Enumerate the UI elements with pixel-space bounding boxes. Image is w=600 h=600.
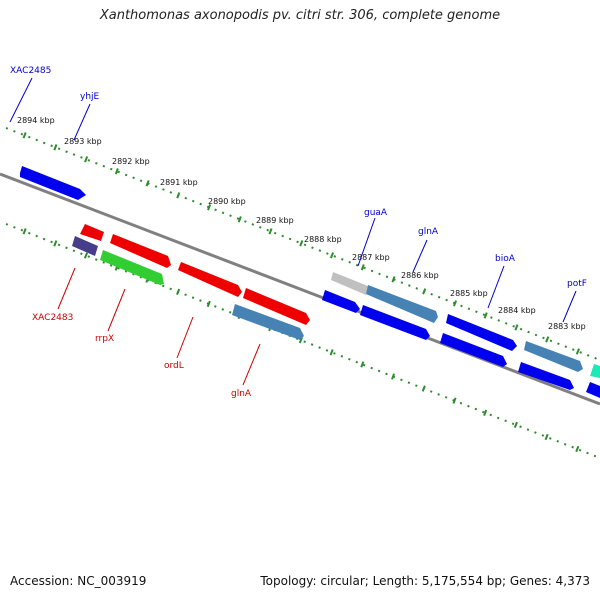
upper-major-tick xyxy=(360,264,365,271)
upper-major-tick xyxy=(514,324,519,331)
tick-labels: 2894 kbp 2893 kbp 2892 kbp 2891 kbp 2890… xyxy=(17,116,586,331)
tick-label-2890: 2890 kbp xyxy=(208,197,246,206)
leader-ordL xyxy=(176,316,194,359)
upper-major-tick xyxy=(84,156,89,163)
upper-tick-track xyxy=(5,127,600,361)
leader-rrpX xyxy=(107,288,126,332)
upper-major-tick xyxy=(237,216,242,223)
upper-major-tick xyxy=(422,288,427,295)
gene-xac2484[interactable] xyxy=(80,224,104,241)
lower-major-tick xyxy=(575,445,580,453)
leader-xac2485 xyxy=(9,77,33,123)
gene-reverse-blue-5[interactable] xyxy=(586,382,600,398)
lower-major-tick xyxy=(483,409,488,416)
tick-label-2889: 2889 kbp xyxy=(256,216,294,225)
tick-label-2893: 2893 kbp xyxy=(64,137,102,146)
genome-backbone xyxy=(0,172,600,406)
forward-label-leaders xyxy=(9,77,577,323)
accession-label: Accession: NC_003919 xyxy=(10,574,147,588)
upper-major-tick xyxy=(452,300,458,307)
gene-reverse-blue-1[interactable] xyxy=(322,290,360,313)
forward-genes xyxy=(20,166,600,378)
tick-label-2887: 2887 kbp xyxy=(352,253,390,262)
tick-label-2892: 2892 kbp xyxy=(112,157,150,166)
label-glnA-reverse[interactable]: glnA xyxy=(231,389,252,399)
upper-major-tick xyxy=(53,144,58,151)
lower-major-tick xyxy=(176,288,181,295)
gene-ordL[interactable] xyxy=(178,262,242,297)
upper-major-tick xyxy=(176,192,181,199)
gene-reverse-blue-3[interactable] xyxy=(440,333,507,367)
label-glnA-forward[interactable]: glnA xyxy=(418,227,439,237)
gene-xac2483[interactable] xyxy=(72,236,98,256)
tick-label-2885: 2885 kbp xyxy=(450,289,488,298)
leader-xac2483 xyxy=(57,267,76,310)
leader-glnA-reverse xyxy=(242,343,261,386)
label-ordL[interactable]: ordL xyxy=(164,361,184,371)
label-guaA[interactable]: guaA xyxy=(364,208,388,218)
gene-rrpX[interactable] xyxy=(100,250,164,285)
upper-major-tick xyxy=(391,276,396,283)
leader-guaA xyxy=(357,217,376,267)
forward-gene-labels: XAC2485 yhjE guaA glnA bioA potF xyxy=(10,66,587,289)
upper-major-tick xyxy=(145,180,150,187)
tick-label-2886: 2886 kbp xyxy=(401,271,439,280)
upper-major-tick xyxy=(545,336,550,343)
gene-unknown-grey[interactable] xyxy=(331,272,368,295)
leader-bioA xyxy=(487,265,505,309)
lower-major-tick xyxy=(329,349,334,356)
reverse-label-leaders xyxy=(57,267,261,386)
gene-glnA-reverse[interactable] xyxy=(232,304,304,340)
lower-major-tick xyxy=(544,433,549,441)
lower-major-tick xyxy=(206,300,211,308)
upper-major-tick xyxy=(299,240,304,247)
gene-forward-steelblue[interactable] xyxy=(524,341,583,372)
tick-label-2884: 2884 kbp xyxy=(498,306,536,315)
upper-major-tick xyxy=(22,132,27,139)
gene-bioA[interactable] xyxy=(446,314,517,351)
lower-major-tick xyxy=(53,240,58,247)
label-xac2485[interactable]: XAC2485 xyxy=(10,66,51,76)
gene-reverse-blue-2[interactable] xyxy=(360,305,430,340)
genome-title: Xanthomonas axonopodis pv. citri str. 30… xyxy=(99,8,501,23)
lower-major-tick xyxy=(421,385,426,392)
upper-major-tick xyxy=(114,168,119,175)
lower-major-tick xyxy=(391,373,396,380)
upper-major-tick xyxy=(483,312,488,319)
tick-label-2888: 2888 kbp xyxy=(304,235,342,244)
upper-major-tick xyxy=(268,228,273,235)
genome-stats-label: Topology: circular; Length: 5,175,554 bp… xyxy=(260,574,590,588)
lower-major-tick xyxy=(360,361,365,368)
lower-major-tick xyxy=(452,397,457,404)
leader-yhjE xyxy=(73,103,91,141)
gene-potF[interactable] xyxy=(590,364,600,378)
label-yhjE[interactable]: yhjE xyxy=(80,92,100,102)
label-xac2483[interactable]: XAC2483 xyxy=(32,313,73,323)
gene-xac2485[interactable] xyxy=(20,166,86,200)
reverse-gene-labels: XAC2483 rrpX ordL glnA xyxy=(32,313,252,399)
leader-potF xyxy=(562,290,577,323)
label-rrpX[interactable]: rrpX xyxy=(95,334,114,344)
leader-glnA-forward xyxy=(412,239,428,273)
upper-major-tick xyxy=(575,348,580,355)
gene-ordL-2[interactable] xyxy=(243,288,310,325)
major-ticks xyxy=(22,132,580,453)
label-bioA[interactable]: bioA xyxy=(495,254,516,264)
gene-guaA[interactable] xyxy=(366,285,438,323)
reverse-genes xyxy=(72,224,600,398)
tick-label-2894: 2894 kbp xyxy=(17,116,55,125)
lower-major-tick xyxy=(83,252,89,259)
lower-major-tick xyxy=(513,421,518,428)
tick-label-2891: 2891 kbp xyxy=(160,178,198,187)
gene-rrpX-upper[interactable] xyxy=(110,234,171,268)
upper-major-tick xyxy=(207,204,212,211)
label-potF[interactable]: potF xyxy=(567,279,587,289)
lower-major-tick xyxy=(22,228,27,235)
gene-reverse-blue-4[interactable] xyxy=(518,362,574,390)
tick-label-2883: 2883 kbp xyxy=(548,322,586,331)
upper-major-tick xyxy=(329,252,335,259)
